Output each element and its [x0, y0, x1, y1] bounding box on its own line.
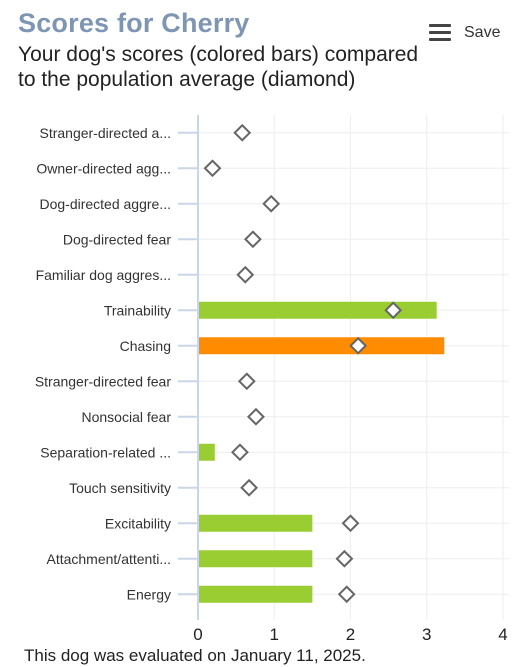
- average-diamond: [262, 194, 281, 213]
- score-bar: [198, 337, 445, 355]
- average-diamond: [203, 159, 222, 178]
- x-tick-label: 2: [346, 625, 355, 640]
- score-bar: [198, 443, 215, 461]
- average-diamond: [335, 549, 354, 568]
- average-diamond: [233, 123, 252, 142]
- save-button-label: Save: [464, 24, 501, 41]
- chart-subtitle: Your dog's scores (colored bars) compare…: [18, 43, 419, 91]
- category-label: Nonsocial fear: [82, 409, 172, 425]
- scores-bar-chart: Stranger-directed a... Owner-directed agg…: [35, 115, 509, 640]
- category-label: Energy: [127, 586, 171, 602]
- category-label: Owner-directed agg...: [36, 160, 171, 176]
- score-bar: [198, 301, 437, 319]
- category-label: Touch sensitivity: [69, 480, 171, 496]
- category-label: Attachment/attenti...: [46, 551, 171, 567]
- category-label: Chasing: [120, 338, 171, 354]
- category-label: Familiar dog aggres...: [36, 267, 171, 283]
- average-diamond: [237, 372, 256, 391]
- average-diamond: [231, 443, 249, 462]
- category-label: Excitability: [105, 515, 171, 531]
- score-bar: [198, 585, 313, 603]
- x-tick-label: 1: [270, 625, 279, 640]
- evaluation-date-text: This dog was evaluated on January 11, 20…: [24, 646, 366, 665]
- category-label: Stranger-directed fear: [35, 373, 172, 389]
- category-label: Dog-directed aggre...: [39, 196, 171, 212]
- category-label: Trainability: [104, 302, 171, 318]
- average-diamond: [243, 230, 262, 249]
- average-diamond: [337, 585, 356, 604]
- score-bar: [198, 550, 313, 568]
- average-diamond: [384, 301, 403, 320]
- score-bar: [198, 514, 313, 532]
- x-tick-label: 3: [422, 625, 431, 640]
- average-diamond: [341, 514, 360, 533]
- save-button[interactable]: Save: [429, 20, 500, 46]
- average-diamond: [240, 478, 259, 497]
- x-tick-label: 4: [498, 625, 507, 640]
- hamburger-menu-icon: [429, 24, 451, 42]
- average-diamond: [349, 336, 368, 355]
- chart-title: Scores for Cherry: [18, 8, 250, 38]
- category-label: Dog-directed fear: [63, 231, 172, 247]
- category-label: Stranger-directed a...: [39, 125, 171, 141]
- category-label: Separation-related ...: [40, 444, 171, 460]
- average-diamond: [247, 407, 265, 426]
- average-diamond: [236, 265, 255, 284]
- x-tick-label: 0: [193, 625, 202, 640]
